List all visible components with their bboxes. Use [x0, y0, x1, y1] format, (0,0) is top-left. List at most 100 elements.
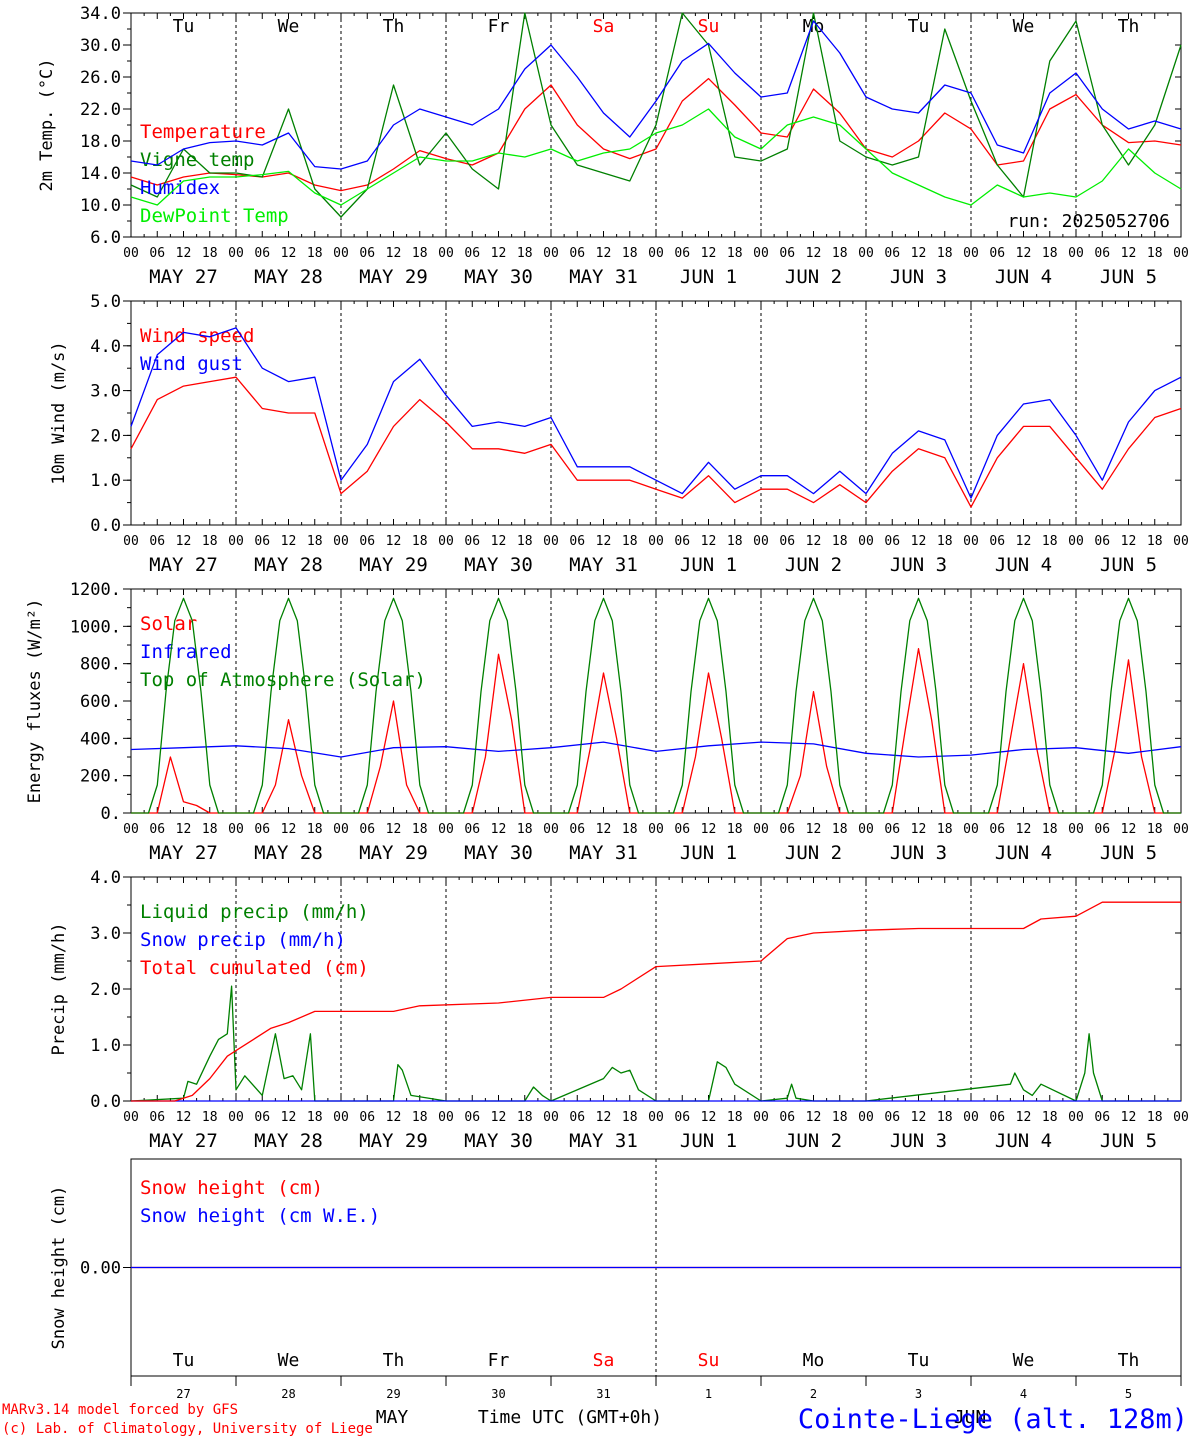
hour-tick-label: 18: [937, 822, 953, 837]
hour-tick-label: 18: [202, 822, 218, 837]
footer-model: MARv3.14 model forced by GFS: [2, 1402, 238, 1418]
weekday-label: Mo: [803, 1350, 825, 1371]
y-tick-label: 800.: [80, 655, 121, 675]
legend-entry: Temperature: [140, 121, 266, 143]
hour-tick-label: 06: [674, 822, 690, 837]
y-tick-label: 4.0: [90, 868, 121, 888]
hour-tick-label: 00: [438, 246, 454, 261]
date-label: MAY 27: [149, 554, 218, 576]
hour-tick-label: 06: [569, 1110, 585, 1125]
weekday-label: Mo: [803, 16, 825, 37]
hour-tick-label: 18: [727, 246, 743, 261]
y-tick-label: 30.0: [80, 36, 121, 56]
hour-tick-label: 00: [753, 246, 769, 261]
hour-tick-label: 00: [858, 822, 874, 837]
hour-tick-label: 18: [517, 822, 533, 837]
hour-tick-label: 18: [937, 534, 953, 549]
y-tick-label: 3.0: [90, 382, 121, 402]
hour-tick-label: 06: [884, 246, 900, 261]
hour-tick-label: 06: [464, 534, 480, 549]
hour-tick-label: 00: [963, 1110, 979, 1125]
y-tick-label: 200.: [80, 767, 121, 787]
chart-panel-0: 00 06 12 18 00 06 12 18 00 06 12 18 00 06 12 18 00 06 12 18…: [37, 4, 1189, 288]
hour-tick-label: 12: [1016, 1110, 1032, 1125]
day-number-label: 27: [176, 1387, 190, 1401]
legend-entry: Snow precip (mm/h): [140, 929, 346, 951]
day-number-label: 31: [596, 1387, 610, 1401]
y-tick-label: 18.0: [80, 132, 121, 152]
series-line-3: [130, 108, 1182, 206]
hour-tick-label: 18: [517, 534, 533, 549]
hour-tick-label: 06: [1094, 1110, 1110, 1125]
weekday-label: Th: [383, 16, 405, 37]
hour-tick-label: 06: [254, 534, 270, 549]
hour-tick-label: 18: [307, 1110, 323, 1125]
hour-tick-label: 00: [543, 534, 559, 549]
date-label: MAY 28: [254, 554, 323, 576]
hour-tick-label: 06: [464, 822, 480, 837]
station-name: Cointe-Liege (alt. 128m): [798, 1404, 1188, 1435]
legend-entry: DewPoint Temp: [140, 205, 289, 227]
series-line-0: [130, 985, 1181, 1102]
weekday-label: Th: [383, 1350, 405, 1371]
legend-entry: Vigne temp: [140, 149, 254, 171]
hour-tick-label: 06: [149, 534, 165, 549]
date-label: MAY 30: [464, 266, 533, 288]
hour-tick-label: 06: [359, 1110, 375, 1125]
hour-tick-label: 18: [307, 534, 323, 549]
date-label: MAY 30: [464, 1130, 533, 1152]
hour-tick-label: 00: [1173, 1110, 1189, 1125]
hour-tick-label: 12: [1016, 822, 1032, 837]
meteogram-panels: 00 06 12 18 00 06 12 18 00 06 12 18 00 06 12 18 00 06 12 18…: [25, 4, 1189, 1401]
series-line-2: [130, 20, 1182, 170]
weekday-label: Tu: [173, 1350, 195, 1371]
hour-tick-label: 00: [438, 534, 454, 549]
date-label: JUN 5: [1100, 842, 1157, 864]
hour-tick-label: 12: [596, 246, 612, 261]
series-line-0: [130, 77, 1182, 192]
date-label: JUN 1: [680, 266, 737, 288]
weekday-label: Th: [1118, 1350, 1140, 1371]
legend-entry: Humidex: [140, 177, 220, 199]
date-label: JUN 1: [680, 842, 737, 864]
hour-tick-label: 12: [176, 246, 192, 261]
hour-tick-label: 00: [648, 246, 664, 261]
hour-tick-label: 12: [911, 246, 927, 261]
hour-tick-label: 12: [386, 534, 402, 549]
hour-tick-label: 18: [1147, 534, 1163, 549]
hour-tick-label: 12: [386, 822, 402, 837]
hour-tick-label: 12: [1121, 822, 1137, 837]
hour-tick-label: 00: [1173, 822, 1189, 837]
hour-tick-label: 00: [1068, 1110, 1084, 1125]
hour-tick-label: 00: [123, 1110, 139, 1125]
hour-tick-label: 12: [281, 534, 297, 549]
y-tick-label: 10.0: [80, 196, 121, 216]
hour-tick-label: 18: [307, 822, 323, 837]
hour-tick-label: 00: [543, 1110, 559, 1125]
y-tick-label: 0.0: [90, 516, 121, 536]
hour-tick-label: 06: [464, 246, 480, 261]
series-line-1: [130, 12, 1182, 218]
hour-tick-label: 18: [832, 246, 848, 261]
footer: MARv3.14 model forced by GFS (c) Lab. of…: [2, 1402, 1188, 1437]
date-label: JUN 2: [785, 842, 842, 864]
hour-tick-label: 06: [674, 246, 690, 261]
y-tick-label: 1000.: [70, 617, 121, 637]
hour-tick-label: 00: [333, 1110, 349, 1125]
weekday-label: Tu: [908, 16, 930, 37]
hour-tick-label: 06: [779, 534, 795, 549]
weekday-label: Sa: [593, 1350, 615, 1371]
date-label: JUN 4: [995, 554, 1052, 576]
weekday-label: Fr: [488, 16, 510, 37]
bottom-month-may: MAY: [376, 1407, 409, 1428]
legend-entry: Wind speed: [140, 325, 254, 347]
bottom-month-jun: JUN: [954, 1407, 987, 1428]
weekday-label: Sa: [593, 16, 615, 37]
y-tick-label: 0.0: [90, 1092, 121, 1112]
hour-tick-label: 12: [806, 1110, 822, 1125]
date-label: MAY 27: [149, 842, 218, 864]
hour-tick-label: 00: [228, 1110, 244, 1125]
hour-tick-label: 12: [1121, 534, 1137, 549]
hour-tick-label: 06: [359, 246, 375, 261]
